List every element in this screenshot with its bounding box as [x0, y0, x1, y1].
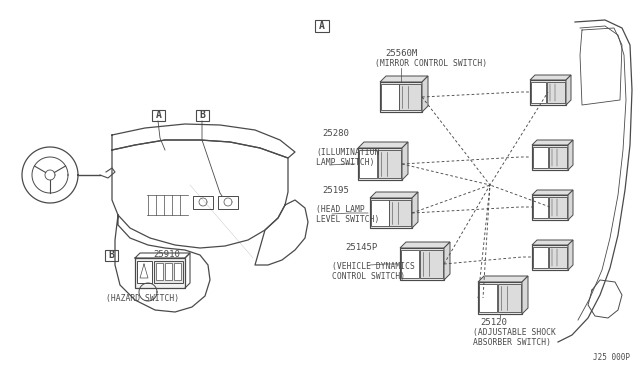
Bar: [400, 248, 444, 280]
Text: 25560M: 25560M: [385, 49, 417, 58]
Bar: [358, 148, 402, 180]
Bar: [105, 250, 118, 261]
Polygon shape: [568, 240, 573, 270]
Polygon shape: [568, 190, 573, 220]
Text: A: A: [156, 110, 161, 121]
Bar: [548, 247, 567, 268]
Bar: [371, 200, 388, 226]
Bar: [196, 110, 209, 121]
Polygon shape: [358, 142, 408, 148]
Bar: [532, 245, 568, 270]
Polygon shape: [478, 276, 528, 282]
Polygon shape: [370, 192, 418, 198]
Bar: [315, 20, 329, 32]
Text: 25280: 25280: [322, 129, 349, 138]
Bar: [174, 263, 181, 280]
Bar: [532, 145, 568, 170]
Bar: [389, 200, 411, 226]
Bar: [381, 84, 399, 110]
Polygon shape: [532, 190, 573, 195]
Text: (HEAD LAMP
LEVEL SWITCH): (HEAD LAMP LEVEL SWITCH): [316, 205, 380, 224]
Bar: [135, 258, 185, 288]
Bar: [499, 284, 521, 312]
Text: A: A: [319, 21, 325, 31]
Text: (MIRROR CONTROL SWITCH): (MIRROR CONTROL SWITCH): [375, 59, 487, 68]
Polygon shape: [444, 242, 450, 280]
Text: (ADJUSTABLE SHOCK
ABSORBER SWITCH): (ADJUSTABLE SHOCK ABSORBER SWITCH): [473, 328, 556, 347]
Text: B: B: [109, 250, 115, 260]
Bar: [218, 196, 238, 209]
Text: 25910: 25910: [153, 250, 180, 259]
Bar: [154, 261, 183, 283]
Text: 25195: 25195: [322, 186, 349, 195]
Polygon shape: [568, 140, 573, 170]
Bar: [479, 284, 497, 312]
Bar: [547, 82, 565, 103]
Bar: [478, 282, 522, 314]
Polygon shape: [380, 76, 428, 82]
Bar: [533, 197, 548, 218]
Polygon shape: [400, 242, 450, 248]
Bar: [370, 198, 412, 228]
Polygon shape: [422, 76, 428, 112]
Polygon shape: [412, 192, 418, 228]
Polygon shape: [566, 75, 571, 105]
Text: 25145P: 25145P: [345, 243, 377, 252]
Bar: [152, 110, 165, 121]
Bar: [531, 82, 546, 103]
Bar: [533, 247, 548, 268]
Text: (VEHICLE DYNAMICS
CONTROL SWITCH): (VEHICLE DYNAMICS CONTROL SWITCH): [332, 262, 415, 281]
Bar: [137, 261, 152, 283]
Bar: [399, 84, 420, 110]
Text: J25 000P: J25 000P: [593, 353, 630, 362]
Bar: [193, 196, 213, 209]
Polygon shape: [532, 240, 573, 245]
Text: B: B: [200, 110, 205, 121]
Bar: [165, 263, 172, 280]
Polygon shape: [532, 140, 573, 145]
Bar: [532, 195, 568, 220]
Bar: [530, 80, 566, 105]
Bar: [401, 250, 419, 278]
Bar: [420, 250, 443, 278]
Bar: [548, 197, 567, 218]
Polygon shape: [522, 276, 528, 314]
Polygon shape: [530, 75, 571, 80]
Bar: [548, 147, 567, 168]
Bar: [533, 147, 548, 168]
Bar: [378, 150, 401, 178]
Text: (HAZARD SWITCH): (HAZARD SWITCH): [106, 294, 180, 303]
Bar: [380, 82, 422, 112]
Polygon shape: [402, 142, 408, 180]
Text: (ILLUMINATION
LAMP SWITCH): (ILLUMINATION LAMP SWITCH): [316, 148, 380, 167]
Bar: [359, 150, 378, 178]
Text: 25120: 25120: [480, 318, 507, 327]
Bar: [156, 263, 163, 280]
